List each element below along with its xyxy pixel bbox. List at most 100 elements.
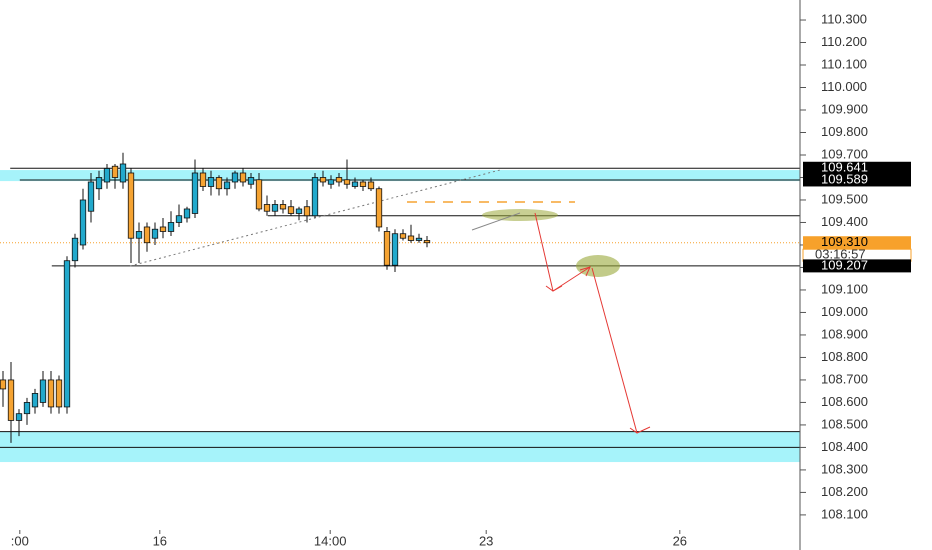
y-tick-label: 108.800 <box>821 349 868 364</box>
candle-body <box>175 215 183 223</box>
candle-body <box>351 181 359 187</box>
y-tick-label: 108.500 <box>821 416 868 431</box>
pointer-line <box>471 212 521 231</box>
y-tick-label: 110.000 <box>821 79 867 94</box>
candle-body <box>167 222 175 232</box>
y-tick-label: 109.700 <box>821 146 868 161</box>
arrow-path <box>591 267 638 434</box>
candle-body <box>183 208 191 219</box>
candle-body <box>359 181 367 187</box>
candle-body <box>375 188 383 228</box>
candle-body <box>367 181 375 190</box>
price-label: 109.641 <box>821 160 868 175</box>
candle-body <box>71 237 79 262</box>
levels <box>0 167 800 448</box>
candle-body <box>255 179 263 210</box>
x-tick-label: 23 <box>479 533 493 548</box>
zone <box>0 170 800 182</box>
candle-body <box>39 379 47 403</box>
price-label-box <box>803 161 911 175</box>
highlight-ellipse <box>482 209 558 221</box>
candle-body <box>23 402 31 415</box>
y-tick-label: 109.500 <box>821 191 868 206</box>
candle-body <box>103 168 111 183</box>
candle-body <box>7 379 15 421</box>
candle-body <box>199 172 207 187</box>
y-tick-label: 109.800 <box>821 124 868 139</box>
price-label: 109.589 <box>821 171 868 186</box>
candle-body <box>287 206 295 214</box>
y-tick-label: 109.900 <box>821 101 868 116</box>
candle-body <box>423 240 431 244</box>
candle-body <box>407 235 415 241</box>
zones <box>0 170 800 463</box>
price-label-box <box>803 259 911 273</box>
candle-body <box>247 177 255 185</box>
trend-line <box>129 169 501 267</box>
candle-body <box>15 413 23 421</box>
y-tick-label: 108.300 <box>821 461 868 476</box>
candle-body <box>399 233 407 239</box>
arrow-head <box>545 285 563 292</box>
candle-body <box>119 163 127 183</box>
y-tick-label: 109.400 <box>821 214 868 229</box>
y-tick-label: 108.900 <box>821 326 868 341</box>
x-tick-label: :00 <box>11 533 29 548</box>
candle-body <box>415 237 423 241</box>
zone <box>0 431 800 463</box>
candle-body <box>207 177 215 187</box>
candle-body <box>303 206 311 217</box>
x-tick-label: 14:00 <box>314 533 347 548</box>
candle-body <box>127 172 135 239</box>
candle-body <box>191 172 199 214</box>
candle-body <box>343 179 351 185</box>
price-axis-area <box>800 0 932 550</box>
arrow-head <box>579 266 591 277</box>
candle-body <box>159 226 167 232</box>
countdown: 03:16:57 <box>815 247 866 262</box>
candle-body <box>63 260 71 408</box>
y-tick-label: 110.200 <box>821 34 867 49</box>
candle-body <box>231 172 239 183</box>
y-tick-label: 109.100 <box>821 281 868 296</box>
y-tick-label: 110.300 <box>821 11 867 26</box>
price-label-box <box>803 236 911 250</box>
y-tick-label: 108.400 <box>821 439 868 454</box>
candles <box>0 152 431 443</box>
arrow-head <box>629 426 651 434</box>
candle-body <box>271 204 279 212</box>
candle-body <box>239 172 247 183</box>
candle-body <box>215 177 223 190</box>
candle-body <box>31 393 39 408</box>
axes: 110.300 110.200 110.100 110.000 109.900 109.8… <box>11 11 912 548</box>
y-tick-label: 110.100 <box>821 56 867 71</box>
y-tick-label: 108.100 <box>821 506 868 521</box>
candle-body <box>87 181 95 212</box>
candle-body <box>391 233 399 266</box>
candle-body <box>79 199 87 246</box>
y-tick-label: 108.700 <box>821 371 868 386</box>
y-tick-label: 108.600 <box>821 394 868 409</box>
price-label: 109.207 <box>821 257 868 272</box>
x-tick-label: 16 <box>153 533 167 548</box>
projection-arrows <box>471 212 651 434</box>
candle-body <box>47 379 55 408</box>
y-tick-label: 109.000 <box>821 304 868 319</box>
candle-body <box>311 177 319 217</box>
candle-body <box>151 228 159 239</box>
y-tick-label: 108.200 <box>821 484 868 499</box>
candle-body <box>55 379 63 408</box>
price-label: 109.310 <box>821 234 868 249</box>
x-tick-label: 26 <box>673 533 687 548</box>
candle-body <box>319 177 327 183</box>
price-label-box <box>803 173 911 187</box>
candle-body <box>0 379 7 390</box>
candle-body <box>95 177 103 190</box>
candle-body <box>111 165 119 178</box>
candle-body <box>279 204 287 210</box>
candle-body <box>263 204 271 212</box>
candle-body <box>327 179 335 185</box>
candle-body <box>135 231 143 239</box>
